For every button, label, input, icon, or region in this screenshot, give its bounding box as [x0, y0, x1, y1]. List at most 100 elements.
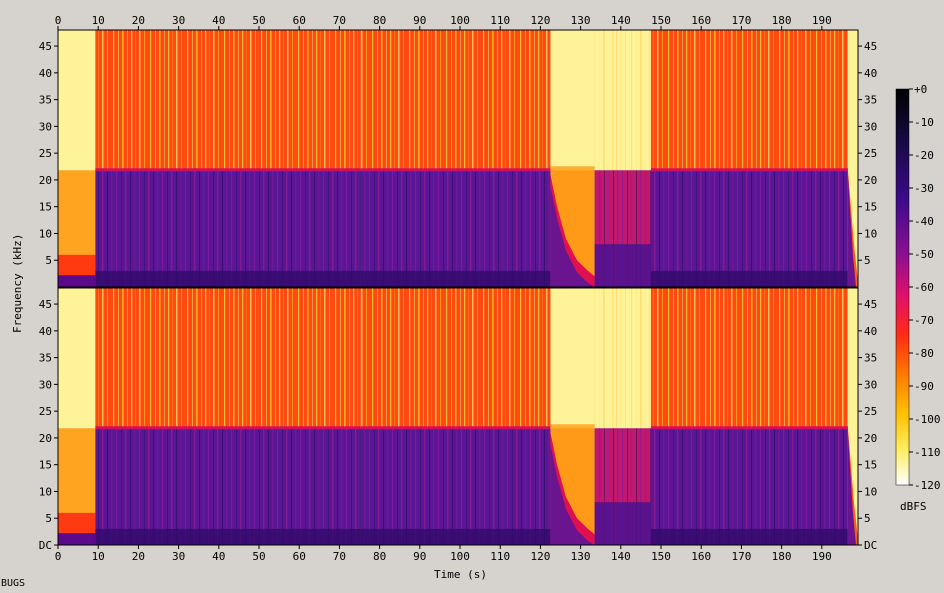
y-tick-label-left: 5	[45, 512, 52, 525]
colorbar: +0 -10 -20 -30 -40 -50 -60 -70 -80 -90 -100 -110 -12…	[895, 83, 941, 513]
segment-quiet	[58, 30, 96, 287]
y-tick-label-right: 45	[864, 40, 877, 53]
y-tick-label-left: 10	[39, 227, 52, 240]
x-tick-label-top: 150	[651, 14, 671, 27]
x-tick-label-bottom: 20	[132, 550, 145, 563]
colorbar-tick-label: -30	[914, 182, 934, 195]
colorbar-tick-label: -20	[914, 149, 934, 162]
x-tick-label-top: 190	[812, 14, 832, 27]
y-tick-label-left: 35	[39, 352, 52, 365]
segment-tail	[847, 30, 858, 287]
x-tick-label-top: 0	[55, 14, 62, 27]
y-tick-label-left: 20	[39, 432, 52, 445]
x-tick-label-bottom: 190	[812, 550, 832, 563]
x-tick-label-bottom: 160	[691, 550, 711, 563]
x-tick-label-bottom: 80	[373, 550, 386, 563]
colorbar-tick-label: -80	[914, 347, 934, 360]
y-tick-label-left: 20	[39, 174, 52, 187]
segment-loud	[95, 30, 361, 287]
x-tick-label-bottom: 90	[413, 550, 426, 563]
y-tick-label-right: 30	[864, 120, 877, 133]
x-tick-label-bottom: 100	[450, 550, 470, 563]
x-tick-label-bottom: 170	[731, 550, 751, 563]
x-tick-label-bottom: 140	[611, 550, 631, 563]
x-tick-label-bottom: 120	[530, 550, 550, 563]
y-tick-label-right: 20	[864, 174, 877, 187]
y-tick-label-left: 30	[39, 378, 52, 391]
x-tick-label-top: 170	[731, 14, 751, 27]
x-tick-label-top: 40	[212, 14, 225, 27]
y-tick-label-left: 25	[39, 147, 52, 160]
y-tick-label-left: 40	[39, 67, 52, 80]
y-tick-label-right: 30	[864, 378, 877, 391]
x-tick-label-top: 20	[132, 14, 145, 27]
y-tick-label-right: 40	[864, 67, 877, 80]
colorbar-tick-label: -120	[914, 479, 941, 492]
x-tick-label-top: 50	[252, 14, 265, 27]
colorbar-tick-label: -50	[914, 248, 934, 261]
y-tick-label-left: 45	[39, 40, 52, 53]
y-tick-label-left: 15	[39, 201, 52, 214]
y-tick-label-right: 35	[864, 94, 877, 107]
segment-loud	[650, 30, 848, 287]
colorbar-tick-label: -90	[914, 380, 934, 393]
y-tick-label-left: 45	[39, 298, 52, 311]
y-tick-label-left: 15	[39, 459, 52, 472]
colorbar-tick-label: -10	[914, 116, 934, 129]
y-tick-label-right: 20	[864, 432, 877, 445]
segment-quiet	[58, 288, 96, 545]
x-tick-label-top: 120	[530, 14, 550, 27]
colorbar-tick-label: -110	[914, 446, 941, 459]
y-tick-label-left: 5	[45, 254, 52, 267]
y-tick-label-left: DC	[39, 539, 52, 552]
x-tick-label-top: 160	[691, 14, 711, 27]
x-tick-label-bottom: 50	[252, 550, 265, 563]
x-tick-label-bottom: 110	[490, 550, 510, 563]
x-tick-label-top: 180	[772, 14, 792, 27]
x-tick-label-bottom: 0	[55, 550, 62, 563]
x-axis-label: Time (s)	[434, 568, 487, 581]
segment-loud	[360, 30, 551, 287]
segment-loud	[360, 288, 551, 545]
y-tick-label-left: 25	[39, 405, 52, 418]
y-tick-label-right: 5	[864, 254, 871, 267]
colorbar-tick-label: -60	[914, 281, 934, 294]
y-tick-label-right: DC	[864, 539, 877, 552]
y-tick-label-left: 40	[39, 325, 52, 338]
y-axis-label: Frequency (kHz)	[11, 234, 24, 333]
y-tick-label-left: 30	[39, 120, 52, 133]
y-tick-label-right: 15	[864, 201, 877, 214]
y-tick-label-right: 45	[864, 298, 877, 311]
segment-fade	[550, 30, 595, 287]
segment-tail	[847, 288, 858, 545]
segment-loud	[95, 288, 361, 545]
x-tick-label-bottom: 150	[651, 550, 671, 563]
x-tick-label-top: 110	[490, 14, 510, 27]
y-tick-label-left: 35	[39, 94, 52, 107]
x-tick-label-bottom: 10	[92, 550, 105, 563]
y-tick-label-right: 10	[864, 227, 877, 240]
y-tick-label-right: 25	[864, 405, 877, 418]
x-tick-label-top: 70	[333, 14, 346, 27]
x-tick-label-top: 10	[92, 14, 105, 27]
colorbar-label: dBFS	[900, 500, 927, 513]
footer-text: BUGS	[1, 578, 26, 589]
spectrogram-channel-2	[57, 287, 859, 546]
colorbar-tick-label: +0	[914, 83, 927, 96]
colorbar-gradient	[895, 88, 910, 486]
x-tick-label-top: 100	[450, 14, 470, 27]
x-tick-label-bottom: 180	[772, 550, 792, 563]
y-tick-label-right: 5	[864, 512, 871, 525]
x-tick-label-top: 140	[611, 14, 631, 27]
x-tick-label-top: 130	[571, 14, 591, 27]
x-tick-label-top: 80	[373, 14, 386, 27]
x-tick-label-bottom: 60	[293, 550, 306, 563]
x-tick-label-top: 90	[413, 14, 426, 27]
y-tick-label-left: 10	[39, 485, 52, 498]
y-tick-label-right: 10	[864, 485, 877, 498]
segment-loud	[650, 288, 848, 545]
spectrogram-channel-1	[57, 29, 859, 288]
x-tick-label-bottom: 40	[212, 550, 225, 563]
y-tick-label-right: 25	[864, 147, 877, 160]
